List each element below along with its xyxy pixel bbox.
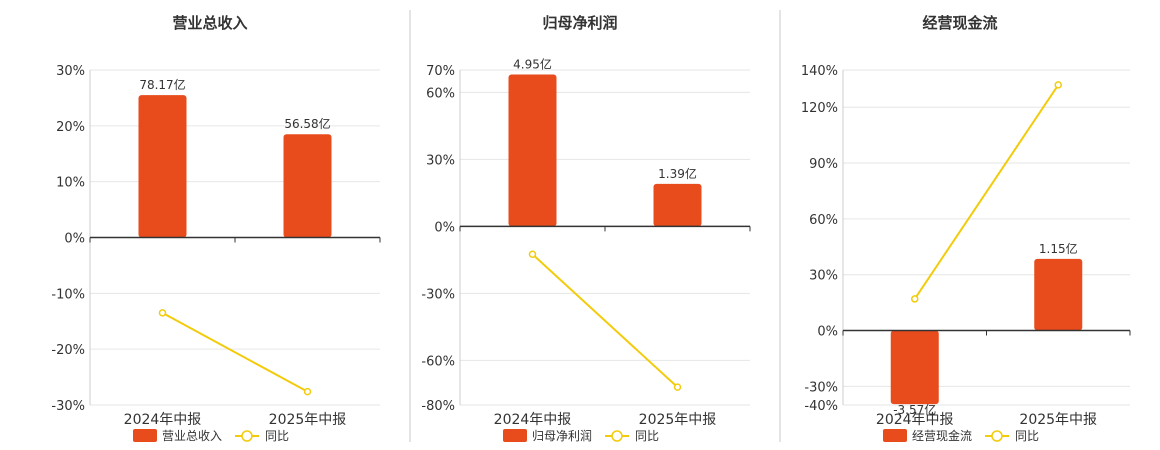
legend-label: 归母净利润 xyxy=(532,429,592,443)
line-point xyxy=(528,250,537,258)
y-tick-label: -30% xyxy=(51,399,85,414)
y-tick-label: 60% xyxy=(426,86,455,101)
x-tick-label: 2024年中报 xyxy=(876,412,954,428)
legend-label: 同比 xyxy=(265,429,289,443)
y-tick-label: 30% xyxy=(56,64,85,79)
y-tick-label: -30% xyxy=(421,287,455,302)
y-tick-label: 90% xyxy=(809,157,838,172)
bar xyxy=(1034,258,1083,331)
y-tick-label: -20% xyxy=(51,343,85,358)
legend-bar-swatch xyxy=(503,429,527,442)
chart-panel-3: 经营现金流 140% 120% 90% 60% 30% 0% -30% -40% -3.57亿 1.… xyxy=(801,14,1131,443)
line-series xyxy=(162,311,308,393)
bar xyxy=(138,95,187,238)
x-tick-label: 2025年中报 xyxy=(639,412,717,428)
y-tick-label: 70% xyxy=(426,64,455,79)
legend-label: 经营现金流 xyxy=(912,428,972,443)
line-point xyxy=(303,387,312,396)
bar-data-label: 78.17亿 xyxy=(139,77,185,92)
bar-data-label: 1.39亿 xyxy=(658,166,697,181)
chart-title: 经营现金流 xyxy=(922,14,997,32)
y-tick-label: 20% xyxy=(56,120,85,135)
y-tick-label: 30% xyxy=(809,269,838,284)
x-tick-label: 2025年中报 xyxy=(269,412,347,428)
bar-data-label: 56.58亿 xyxy=(284,116,330,131)
legend-label: 同比 xyxy=(635,429,659,443)
y-tick-label: 0% xyxy=(817,325,838,340)
line-point xyxy=(158,309,167,317)
y-tick-label: 30% xyxy=(426,153,455,168)
bar-data-label: 1.15亿 xyxy=(1039,241,1078,256)
y-tick-label: 140% xyxy=(801,64,838,79)
line-point xyxy=(673,383,682,391)
bar-data-label: -3.57亿 xyxy=(893,402,936,417)
legend-bar-swatch xyxy=(883,429,907,442)
y-tick-label: -80% xyxy=(421,399,455,414)
bar xyxy=(508,74,557,227)
bar-data-label: 4.95亿 xyxy=(513,56,552,71)
y-tick-label: 0% xyxy=(434,220,455,235)
y-tick-label: -40% xyxy=(804,399,838,414)
bar xyxy=(890,330,939,405)
x-tick-label: 2025年中报 xyxy=(1019,412,1097,428)
y-tick-label: -30% xyxy=(804,380,838,395)
legend-line-marker xyxy=(991,430,1003,442)
bar xyxy=(653,183,702,227)
line-point xyxy=(911,295,919,303)
chart-title: 营业总收入 xyxy=(172,14,247,32)
chart-panel-1: 营业总收入 30% 20% 10% 0% -10% -20% -30% 78.17亿 56.58亿… xyxy=(51,14,381,443)
line-point xyxy=(1054,81,1062,89)
chart-panel-2: 归母净利润 70% 60% 30% 0% -30% -60% -80% 4.95亿 1.39亿 20… xyxy=(421,14,751,443)
legend-line-marker xyxy=(241,430,253,442)
bar xyxy=(283,134,332,238)
y-tick-label: -10% xyxy=(51,287,85,302)
legend-label: 同比 xyxy=(1015,429,1039,443)
line-series xyxy=(913,84,1060,300)
legend-label: 营业总收入 xyxy=(162,429,222,443)
legend-line-marker xyxy=(611,430,623,442)
legend-bar-swatch xyxy=(133,429,157,442)
y-tick-label: 0% xyxy=(64,232,85,247)
x-tick-label: 2024年中报 xyxy=(124,412,202,428)
chart-title: 归母净利润 xyxy=(542,14,617,32)
y-tick-label: 60% xyxy=(809,213,838,228)
line-series xyxy=(531,253,679,388)
y-tick-label: -60% xyxy=(421,354,455,369)
y-tick-label: 10% xyxy=(56,176,85,191)
x-tick-label: 2024年中报 xyxy=(494,412,572,428)
y-tick-label: 120% xyxy=(801,101,838,116)
